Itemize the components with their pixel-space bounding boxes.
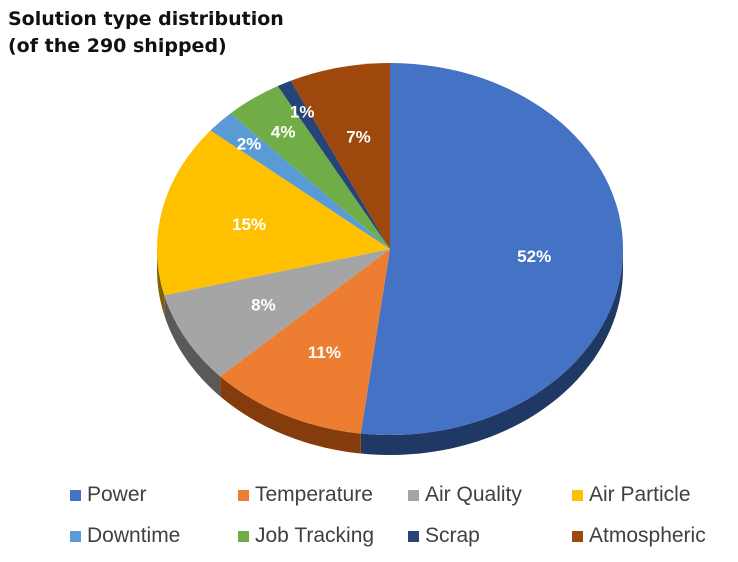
pie-side-air-particle [157,249,165,316]
legend-swatch [70,530,81,542]
pie-side-air-quality [164,295,221,397]
legend-item-temperature: Temperature [238,483,373,507]
legend-item-downtime: Downtime [70,524,180,548]
legend-swatch [572,530,583,542]
legend-swatch [408,489,419,501]
pie-slice-downtime [210,113,390,249]
legend-label: Scrap [425,524,480,547]
legend-swatch [70,489,81,501]
legend-item-air-quality: Air Quality [408,483,522,507]
pie-data-labels: 52% 11% 8% 15% 2% 4% 1% 7% [232,102,551,361]
legend-swatch [238,530,249,542]
legend-item-atmospheric: Atmospheric [572,524,706,548]
pie-side-temperature [220,376,361,454]
legend-label: Downtime [87,524,181,547]
pie-label-air-particle: 15% [232,215,266,234]
pie-slice-air-particle [156,130,390,296]
legend-item-scrap: Scrap [408,524,480,548]
pie-label-atmospheric: 7% [346,128,371,147]
pie-slice-job-tracking [230,86,390,249]
legend-item-power: Power [70,483,147,507]
legend-label: Atmospheric [589,524,706,547]
pie-label-power: 52% [517,247,551,266]
legend-item-job-tracking: Job Tracking [238,524,374,548]
chart-title: Solution type distribution (of the 290 s… [8,6,338,60]
legend-swatch [238,489,249,501]
chart-title-line-2: (of the 290 shipped) [8,35,227,57]
pie-label-job-tracking: 4% [271,123,296,142]
pie-slice-air-quality [164,249,390,377]
pie-slice-power [360,63,624,435]
pie-label-temperature: 11% [308,343,341,362]
pie-slice-scrap [277,80,390,249]
legend-item-air-particle: Air Particle [572,483,691,507]
pie-sides [157,249,623,455]
legend-label: Job Tracking [255,524,375,547]
pie-label-air-quality: 8% [251,296,276,315]
legend-label: Power [87,483,147,506]
pie-slice-temperature [220,249,390,434]
pie-slices [156,63,624,435]
legend-swatch [408,530,419,542]
pie-chart: 52% 11% 8% 15% 2% 4% 1% 7% [156,63,624,455]
pie-label-scrap: 1% [290,102,315,121]
legend-swatch [572,489,583,501]
legend-label: Air Particle [589,483,691,506]
legend-label: Temperature [255,483,373,506]
legend-label: Air Quality [425,483,522,506]
pie-slice-atmospheric [290,63,390,249]
pie-label-downtime: 2% [237,134,262,153]
chart-title-line-1: Solution type distribution [8,8,284,30]
